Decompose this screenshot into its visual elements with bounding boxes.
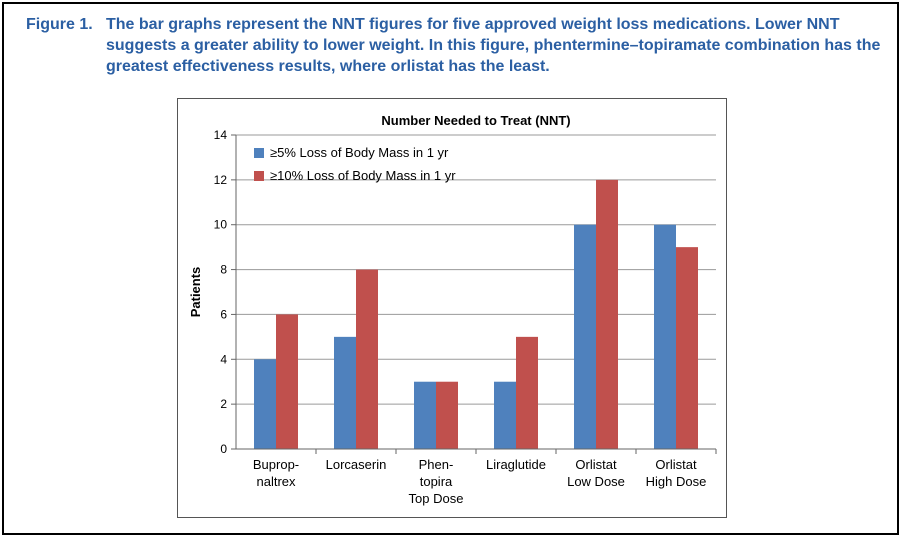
x-tick-label: Lorcaserin [326, 457, 387, 472]
chart-container: Number Needed to Treat (NNT) Patients 0 2… [177, 98, 727, 518]
legend: ≥5% Loss of Body Mass in 1 yr ≥10% Loss o… [254, 145, 456, 183]
legend-swatch [254, 148, 264, 158]
x-tick-label-line: Lorcaserin [326, 457, 387, 472]
x-tick-label: Orlistat High Dose [646, 457, 707, 489]
x-tick-label-line: topira [420, 474, 453, 489]
x-tick-label-line: High Dose [646, 474, 707, 489]
x-tick-label-line: Phen- [419, 457, 454, 472]
x-tick-label-line: Low Dose [567, 474, 625, 489]
bar-loss-5pct [334, 336, 356, 449]
y-tick-label: 10 [214, 218, 228, 232]
bar-loss-10pct [276, 314, 298, 449]
legend-swatch [254, 171, 264, 181]
x-tick-label-line: Top Dose [409, 491, 464, 506]
bar-loss-5pct [574, 224, 596, 449]
y-axis-label: Patients [188, 267, 203, 318]
y-tick-label: 4 [220, 352, 227, 366]
x-tick-label-line: Orlistat [655, 457, 697, 472]
bar-loss-10pct [596, 179, 618, 449]
x-tick-label: Orlistat Low Dose [567, 457, 625, 489]
y-tick-label: 0 [220, 442, 227, 456]
bar-loss-10pct [436, 381, 458, 449]
bar-loss-10pct [516, 336, 538, 449]
x-tick-label: Buprop-naltrex [253, 457, 299, 489]
x-tick-label-line: Liraglutide [486, 457, 546, 472]
y-tick-label: 2 [220, 397, 227, 411]
legend-label: ≥5% Loss of Body Mass in 1 yr [270, 145, 449, 160]
figure-caption-text: The bar graphs represent the NNT figures… [106, 16, 881, 75]
bar-loss-5pct [254, 359, 276, 449]
x-tick-label: Phen-topira Top Dose [409, 457, 464, 506]
x-tick-label-line: naltrex [256, 474, 296, 489]
bar-loss-5pct [494, 381, 516, 449]
bar-loss-10pct [676, 247, 698, 449]
axes-group: 0 2 4 6 8 10 12 14 Buprop-naltrex Lorcaserin Phen-… [214, 128, 717, 506]
x-tick-label-line: Buprop- [253, 457, 299, 472]
bar-loss-10pct [356, 269, 378, 449]
x-tick-label-line: Orlistat [575, 457, 617, 472]
y-tick-label: 8 [220, 263, 227, 277]
x-tick-label: Liraglutide [486, 457, 546, 472]
bars-group [254, 179, 698, 449]
y-tick-label: 12 [214, 173, 228, 187]
y-tick-label: 6 [220, 307, 227, 321]
figure-label: Figure 1. [26, 16, 93, 33]
chart-title: Number Needed to Treat (NNT) [381, 113, 570, 128]
legend-label: ≥10% Loss of Body Mass in 1 yr [270, 168, 456, 183]
bar-loss-5pct [654, 224, 676, 449]
bar-loss-5pct [414, 381, 436, 449]
nnt-bar-chart: Number Needed to Treat (NNT) Patients 0 2… [188, 113, 717, 506]
y-tick-label: 14 [214, 128, 228, 142]
